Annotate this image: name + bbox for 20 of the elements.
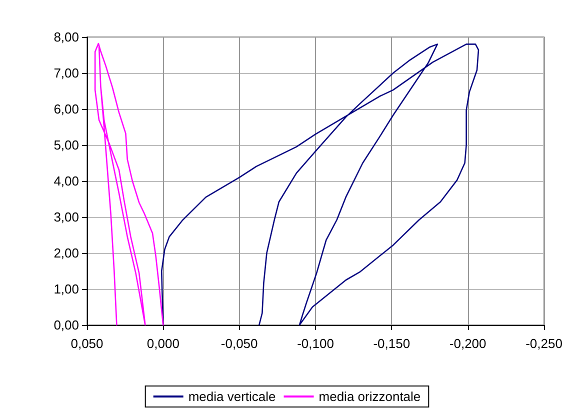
line-series [94,42,164,326]
x-tick-label: -0,150 [373,336,410,351]
y-tick-label: 1,00 [54,282,79,296]
x-tick-label: -0,050 [220,336,258,351]
y-tick-label: 5,00 [54,138,79,152]
y-tick-label: 2,00 [54,246,79,260]
y-tick-label: 4,00 [54,174,79,188]
x-tick-label: -0,250 [526,336,562,351]
line-series [160,44,480,326]
y-tick-label: 8,00 [54,30,79,44]
y-tick-label: 7,00 [54,66,79,80]
x-tick-label: 0,050 [70,336,104,351]
x-tick-label: -0,100 [297,336,334,351]
y-tick-label: 6,00 [54,102,79,116]
y-tick-label: 3,00 [54,210,79,224]
y-tick-label: 0,00 [54,318,79,332]
legend-label: media orizzontale [318,389,421,404]
x-tick-label: 0,000 [146,336,180,351]
legend-label: media verticale [188,389,276,404]
x-tick-label: -0,200 [449,336,486,351]
